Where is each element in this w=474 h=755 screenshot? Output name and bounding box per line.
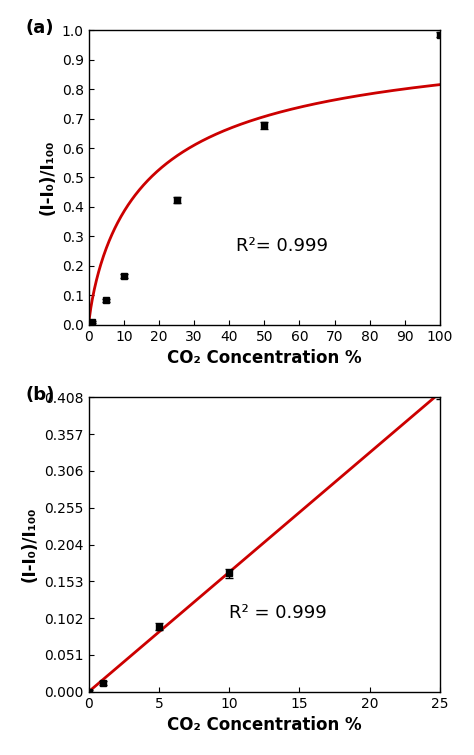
Y-axis label: (I-I₀)/I₁₀₀: (I-I₀)/I₁₀₀ [21, 507, 39, 582]
Text: (b): (b) [26, 386, 55, 404]
X-axis label: CO₂ Concentration %: CO₂ Concentration % [167, 716, 362, 734]
X-axis label: CO₂ Concentration %: CO₂ Concentration % [167, 349, 362, 367]
Text: R²= 0.999: R²= 0.999 [236, 237, 328, 255]
Text: (a): (a) [26, 19, 54, 36]
Y-axis label: (I-I₀)/I₁₀₀: (I-I₀)/I₁₀₀ [38, 140, 56, 215]
Text: R² = 0.999: R² = 0.999 [229, 604, 327, 622]
